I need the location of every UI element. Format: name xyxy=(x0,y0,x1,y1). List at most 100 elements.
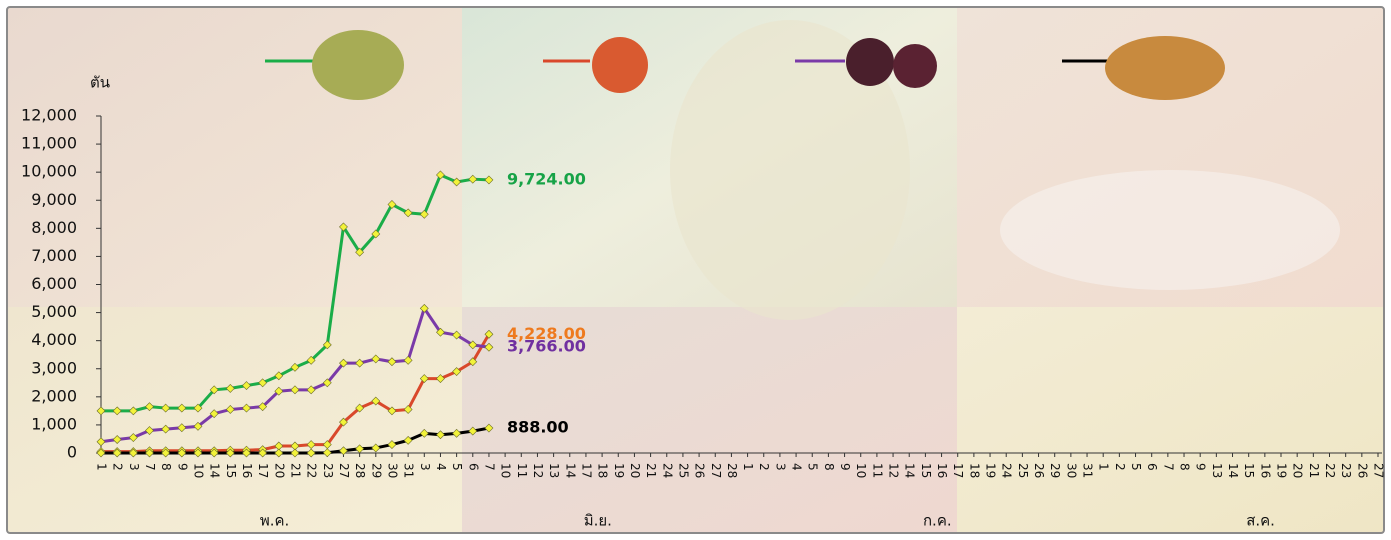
x-tick-label: 17 xyxy=(579,463,593,478)
x-tick-label: 17 xyxy=(256,463,270,478)
month-label: ก.ค. xyxy=(923,512,952,530)
point-marker xyxy=(403,208,413,218)
x-tick-label: 8 xyxy=(822,463,836,471)
x-tick-label: 15 xyxy=(224,463,238,478)
point-marker xyxy=(468,357,478,367)
legend-icon xyxy=(846,38,894,86)
point-marker xyxy=(290,385,300,395)
x-tick-label: 7 xyxy=(1161,463,1175,471)
point-marker xyxy=(112,406,122,416)
point-marker xyxy=(258,448,268,458)
x-tick-label: 15 xyxy=(919,463,933,478)
x-tick-label: 3 xyxy=(418,463,432,471)
y-tick-label: 1,000 xyxy=(31,414,77,433)
data-label: 9,724.00 xyxy=(507,169,586,188)
point-marker xyxy=(96,437,106,447)
data-label: 3,766.00 xyxy=(507,337,586,356)
point-marker xyxy=(419,374,429,384)
point-marker xyxy=(112,435,122,444)
y-tick-label: 7,000 xyxy=(31,246,77,265)
x-tick-label: 10 xyxy=(191,463,205,478)
point-marker xyxy=(387,406,397,416)
point-marker xyxy=(145,402,154,412)
x-tick-label: 20 xyxy=(1291,463,1305,478)
point-marker xyxy=(322,340,332,350)
point-marker xyxy=(209,385,219,395)
x-tick-label: 4 xyxy=(790,463,804,471)
x-tick-label: 13 xyxy=(547,463,561,478)
point-marker xyxy=(452,177,462,187)
x-tick-label: 5 xyxy=(450,463,464,471)
point-marker xyxy=(290,448,300,458)
x-tick-label: 7 xyxy=(482,463,496,471)
x-tick-label: 20 xyxy=(628,463,642,478)
x-tick-label: 8 xyxy=(1178,463,1192,471)
point-marker xyxy=(225,448,235,458)
point-marker xyxy=(355,247,365,257)
y-tick-label: 9,000 xyxy=(31,190,77,209)
x-tick-label: 28 xyxy=(725,463,739,478)
x-tick-label: 23 xyxy=(1339,463,1353,478)
point-marker xyxy=(452,367,462,376)
point-marker xyxy=(306,440,316,449)
x-tick-label: 5 xyxy=(1129,463,1143,471)
y-tick-label: 11,000 xyxy=(21,134,77,153)
point-marker xyxy=(452,428,462,438)
x-tick-label: 9 xyxy=(175,463,189,471)
x-tick-label: 31 xyxy=(402,463,416,478)
point-marker xyxy=(177,423,187,433)
x-tick-label: 18 xyxy=(596,463,610,478)
point-marker xyxy=(242,448,251,458)
point-marker xyxy=(355,444,365,454)
point-marker xyxy=(322,448,332,458)
x-tick-label: 17 xyxy=(951,463,965,478)
point-marker xyxy=(355,358,365,368)
point-marker xyxy=(274,386,284,396)
point-marker xyxy=(436,430,445,440)
point-marker xyxy=(419,428,429,438)
point-marker xyxy=(387,357,397,367)
point-marker xyxy=(306,385,316,395)
point-marker xyxy=(403,435,413,445)
point-marker xyxy=(209,409,219,419)
point-marker xyxy=(452,330,462,340)
x-tick-label: 3 xyxy=(127,463,141,471)
x-tick-label: 26 xyxy=(1032,463,1046,478)
x-tick-label: 22 xyxy=(1323,463,1337,478)
point-marker xyxy=(209,448,219,458)
x-tick-label: 21 xyxy=(288,463,302,478)
x-tick-label: 10 xyxy=(854,463,868,478)
point-marker xyxy=(128,433,138,442)
legend-icon xyxy=(893,44,937,88)
x-tick-label: 20 xyxy=(272,463,286,478)
y-tick-label: 12,000 xyxy=(21,106,77,125)
x-tick-label: 1 xyxy=(741,463,755,471)
point-marker xyxy=(96,448,106,458)
point-marker xyxy=(355,403,365,413)
x-tick-label: 31 xyxy=(1081,463,1095,478)
x-tick-label: 9 xyxy=(838,463,852,471)
month-label: มิ.ย. xyxy=(584,512,612,530)
y-tick-label: 10,000 xyxy=(21,162,77,181)
x-tick-label: 6 xyxy=(466,463,480,471)
point-marker xyxy=(468,340,478,350)
point-marker xyxy=(322,378,332,388)
x-tick-label: 1 xyxy=(95,463,109,471)
x-tick-label: 29 xyxy=(1048,463,1062,478)
point-marker xyxy=(436,374,445,384)
x-tick-label: 4 xyxy=(434,463,448,471)
x-tick-label: 10 xyxy=(499,463,513,478)
legend-icon xyxy=(312,30,404,100)
point-marker xyxy=(339,358,348,368)
x-tick-label: 26 xyxy=(1355,463,1369,478)
point-marker xyxy=(306,448,316,458)
x-tick-label: 27 xyxy=(337,463,351,478)
y-tick-label: 4,000 xyxy=(31,330,77,349)
point-marker xyxy=(419,303,429,313)
point-marker xyxy=(403,405,413,414)
x-tick-label: 9 xyxy=(1194,463,1208,471)
x-tick-label: 16 xyxy=(240,463,254,478)
y-tick-label: 3,000 xyxy=(31,358,77,377)
x-tick-label: 21 xyxy=(1307,463,1321,478)
